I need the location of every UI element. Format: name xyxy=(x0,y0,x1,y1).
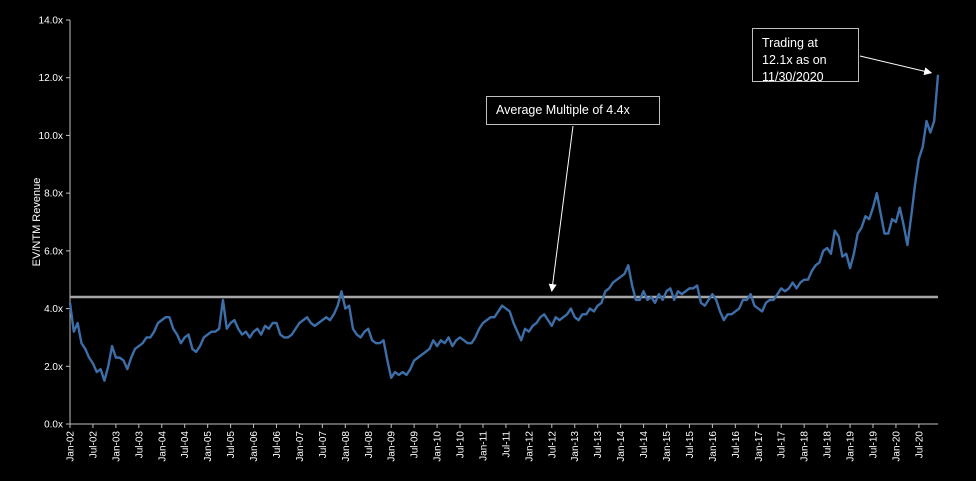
x-tick-label: Jan-17 xyxy=(754,431,765,462)
y-axis: 0.0x 2.0x 4.0x 6.0x 8.0x 10.0x 12.0x 14.0x xyxy=(39,16,71,431)
x-tick-label: Jan-08 xyxy=(341,431,352,462)
x-tick-label: Jan-03 xyxy=(111,431,122,462)
x-tick-label: Jan-12 xyxy=(524,431,535,462)
y-tick-label: 4.0x xyxy=(44,304,63,315)
x-tick-label: Jan-06 xyxy=(249,431,260,462)
x-tick-label: Jul-06 xyxy=(272,431,283,459)
x-tick-label: Jul-02 xyxy=(88,431,99,459)
x-tick-label: Jul-14 xyxy=(639,431,650,459)
current-annotation-arrow xyxy=(859,55,933,76)
x-tick-label: Jul-20 xyxy=(914,431,925,459)
x-tick-label: Jan-09 xyxy=(387,431,398,462)
x-tick-label: Jul-19 xyxy=(868,431,879,459)
annotation-arrows xyxy=(548,55,933,293)
series-group xyxy=(68,74,940,382)
x-tick-label: Jul-10 xyxy=(456,431,467,459)
x-tick-label: Jul-05 xyxy=(226,431,237,459)
current-trading-annotation: Trading at 12.1x as on 11/30/2020 xyxy=(752,28,859,84)
y-axis-title: EV/NTM Revenue xyxy=(31,178,43,267)
x-tick-label: Jan-19 xyxy=(846,431,857,462)
x-tick-label: Jan-13 xyxy=(570,431,581,462)
x-tick-label: Jan-18 xyxy=(800,431,811,462)
x-tick-label: Jul-13 xyxy=(593,431,604,459)
x-tick-label: Jan-04 xyxy=(157,431,168,462)
x-tick-label: Jul-07 xyxy=(318,431,329,459)
x-tick-label: Jan-14 xyxy=(616,431,627,462)
average-annotation-arrow xyxy=(548,125,574,293)
x-tick-label: Jan-16 xyxy=(708,431,719,462)
y-tick-label: 10.0x xyxy=(39,131,63,142)
x-tick-label: Jan-02 xyxy=(66,431,77,462)
x-tick-label: Jan-10 xyxy=(433,431,444,462)
average-annotation: Average Multiple of 4.4x xyxy=(486,96,660,125)
y-tick-label: 14.0x xyxy=(39,16,63,27)
x-tick-label: Jul-16 xyxy=(731,431,742,459)
y-tick-label: 6.0x xyxy=(44,246,63,257)
x-tick-label: Jul-11 xyxy=(501,431,512,458)
x-tick-label: Jul-12 xyxy=(547,431,558,459)
x-tick-label: Jan-15 xyxy=(662,431,673,462)
series-line xyxy=(68,74,940,382)
y-tick-label: 8.0x xyxy=(44,189,63,200)
x-axis: Jan-02 Jul-02 Jan-03 Jul-03 Jan-04 Jul-04 Jan-… xyxy=(66,423,938,462)
x-tick-label: Jan-11 xyxy=(478,431,489,461)
x-tick-label: Jul-17 xyxy=(777,431,788,459)
x-tick-label: Jan-07 xyxy=(295,431,306,462)
y-tick-label: 0.0x xyxy=(44,420,63,431)
x-tick-label: Jan-05 xyxy=(203,431,214,462)
x-tick-label: Jul-04 xyxy=(180,431,191,459)
x-tick-label: Jul-18 xyxy=(823,431,834,459)
x-tick-label: Jul-09 xyxy=(410,431,421,459)
y-tick-label: 2.0x xyxy=(44,362,63,373)
x-tick-label: Jul-03 xyxy=(134,431,145,459)
x-tick-label: Jan-20 xyxy=(891,431,902,462)
x-tick-label: Jul-08 xyxy=(364,431,375,459)
y-tick-label: 12.0x xyxy=(39,73,63,84)
x-tick-label: Jul-15 xyxy=(685,431,696,459)
